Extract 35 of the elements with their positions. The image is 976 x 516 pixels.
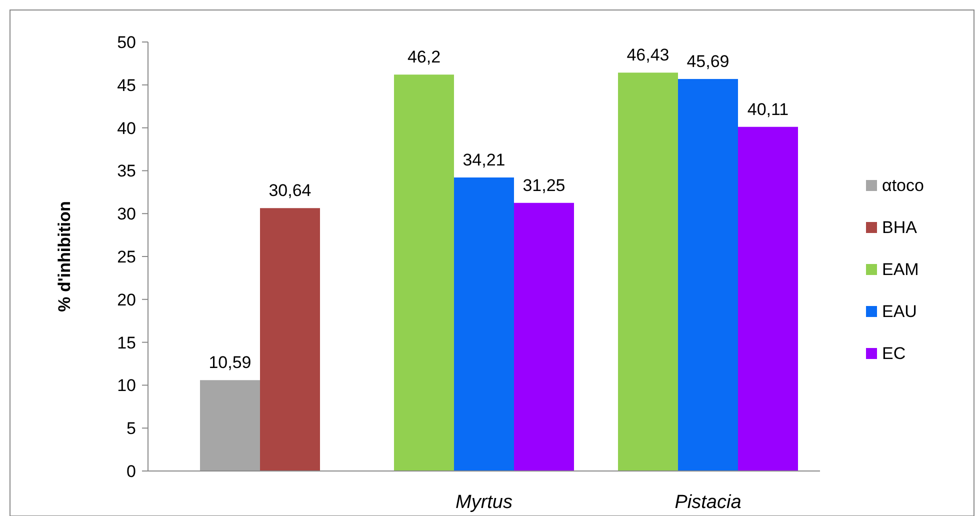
legend-label: EC <box>882 344 906 363</box>
data-label: 46,2 <box>407 48 441 67</box>
bar <box>394 74 454 471</box>
x-tick-label: Myrtus <box>456 492 513 513</box>
bar <box>200 380 260 471</box>
data-label: 46,43 <box>626 46 670 65</box>
data-label: 10,59 <box>208 353 252 372</box>
data-label: 45,69 <box>686 52 730 71</box>
legend-label: EAM <box>882 260 919 279</box>
y-axis-title: % d'inhibition <box>55 201 74 312</box>
data-label: 34,21 <box>462 150 506 170</box>
bar <box>618 72 678 471</box>
data-label: 30,64 <box>268 181 312 200</box>
y-tick-label: 0 <box>126 462 136 481</box>
y-tick-label: 25 <box>117 248 136 266</box>
data-label: 40,11 <box>747 100 789 119</box>
y-tick-label: 35 <box>117 162 136 181</box>
x-tick-label: Pistacia <box>674 492 742 513</box>
y-tick-label: 40 <box>117 118 136 138</box>
bar <box>738 126 798 471</box>
bar <box>678 78 738 471</box>
data-label: 31,25 <box>522 176 566 195</box>
y-tick-label: 45 <box>117 76 136 95</box>
legend-label: EAU <box>882 302 917 321</box>
y-tick-label: 20 <box>117 290 136 310</box>
y-tick-label: 30 <box>117 204 136 224</box>
y-tick-label: 15 <box>117 333 136 352</box>
legend-label: BHA <box>882 218 918 237</box>
bar <box>454 177 514 471</box>
y-tick-label: 5 <box>126 419 136 438</box>
y-tick-label: 10 <box>117 376 136 396</box>
bar <box>514 202 574 471</box>
y-tick-label: 50 <box>117 33 136 52</box>
bar <box>260 208 320 471</box>
legend-label: αtoco <box>882 176 924 195</box>
